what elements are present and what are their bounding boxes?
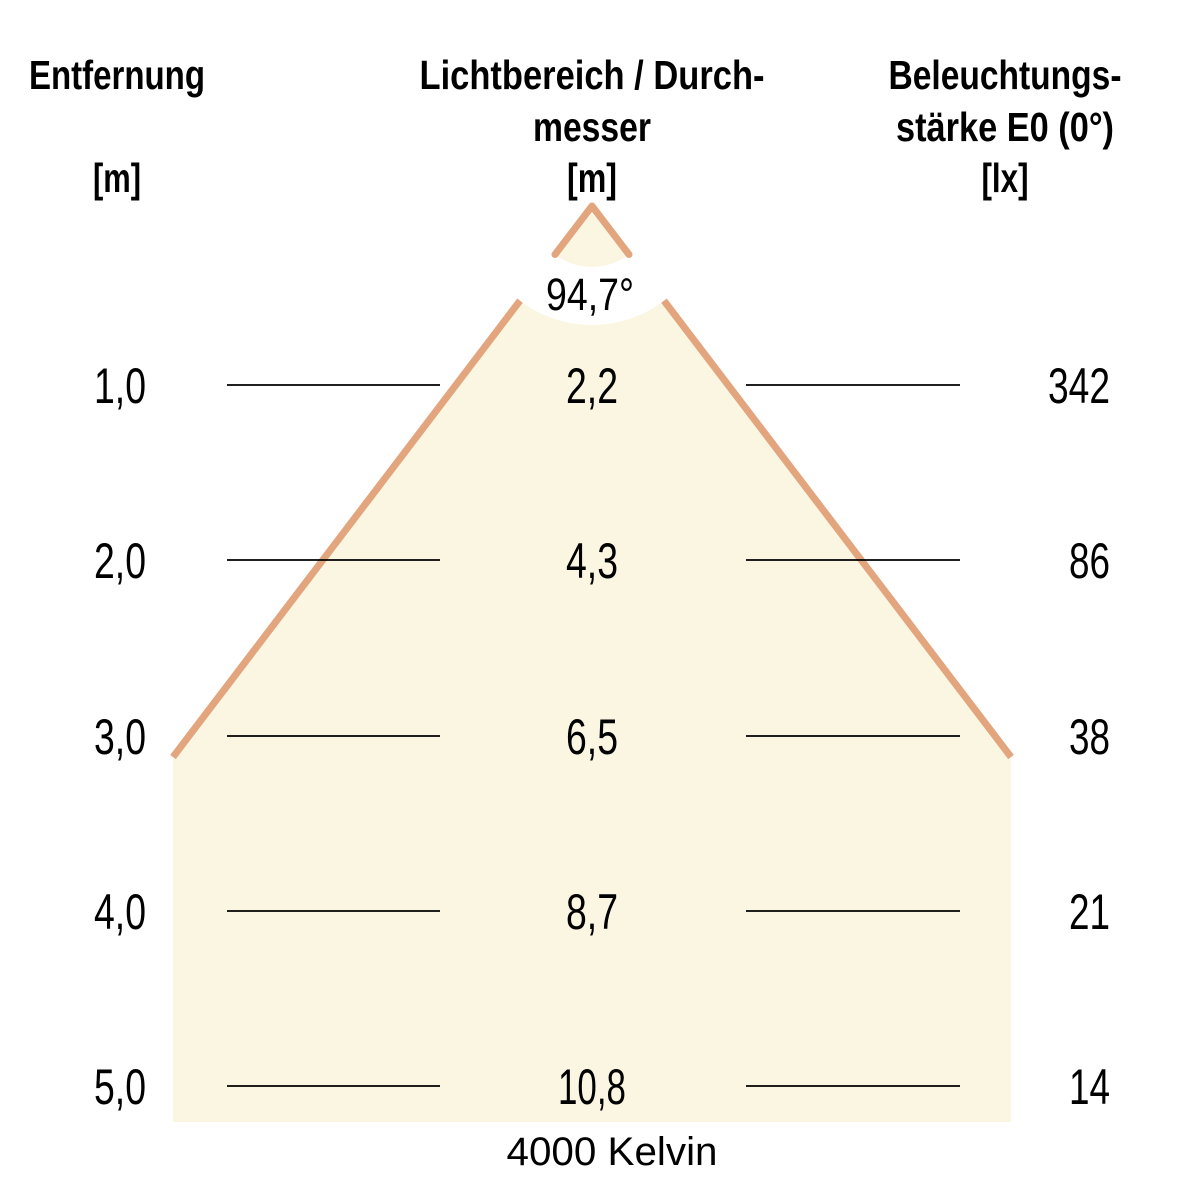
illuminance-value: 86 [1069,533,1110,589]
table-rows: 1,0 2,2 342 2,0 4,3 86 3,0 6,5 38 4,0 8,… [94,358,1110,1115]
diameter-value: 8,7 [566,884,618,940]
header-diameter-unit: [m] [567,155,617,201]
illuminance-value: 14 [1069,1059,1110,1115]
diameter-value: 10,8 [558,1059,626,1115]
illuminance-value: 21 [1069,884,1110,940]
distance-value: 5,0 [94,1059,146,1115]
cone-body-fill [173,206,1011,1122]
diameter-value: 2,2 [566,358,618,414]
beam-angle-label: 94,7° [546,269,634,320]
illuminance-value: 38 [1069,709,1110,765]
color-temperature-label: 4000 Kelvin [507,1130,718,1174]
header-distance-unit: [m] [93,155,141,201]
illuminance-value: 342 [1048,358,1110,414]
column-headers: Entfernung [m] Lichtbereich / Durch- mes… [29,52,1122,201]
cone-apex-edges [551,202,633,258]
header-illuminance-title-line2: stärke E0 (0°) [896,104,1114,150]
header-diameter-title-line2: messer [533,104,651,150]
light-cone: 94,7° [170,87,1014,1122]
header-illuminance-unit: [lx] [982,155,1029,201]
header-illuminance-title-line1: Beleuchtungs- [889,52,1122,98]
header-diameter-title-line1: Lichtbereich / Durch- [420,52,765,98]
diameter-value: 6,5 [566,709,618,765]
header-distance-title: Entfernung [29,52,205,98]
diameter-value: 4,3 [566,533,618,589]
cone-apex-wedge-fill [555,206,629,268]
row-lines [227,384,960,1087]
distance-value: 2,0 [94,533,146,589]
distance-value: 1,0 [94,358,146,414]
distance-value: 3,0 [94,709,146,765]
distance-value: 4,0 [94,884,146,940]
